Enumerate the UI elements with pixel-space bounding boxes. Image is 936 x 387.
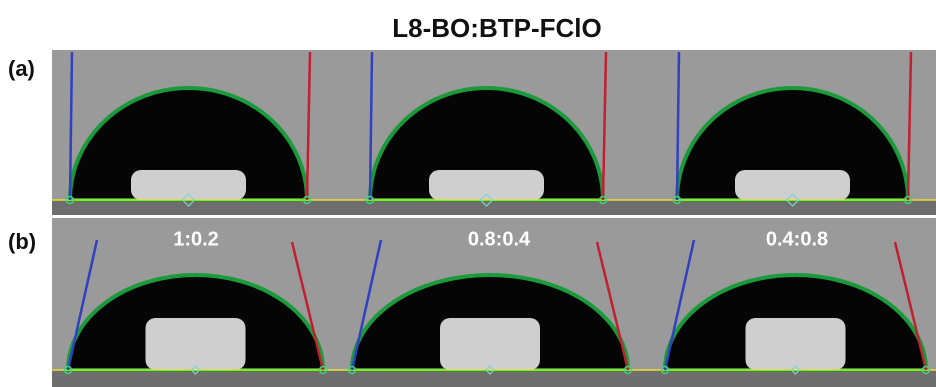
droplet-image <box>52 50 340 215</box>
figure: L8-BO:BTP-FClO (a) (b) 1:0.2 0.8:0.4 0.4:0… <box>0 0 936 387</box>
ratio-caption: 0.8:0.4 <box>468 228 531 250</box>
substrate <box>52 200 340 215</box>
ratio-caption: 0.4:0.8 <box>766 228 828 250</box>
reflection <box>440 318 540 370</box>
substrate <box>340 200 658 215</box>
reflection <box>746 318 846 370</box>
substrate <box>340 370 658 387</box>
reflection <box>429 170 544 200</box>
droplet-image <box>658 50 936 215</box>
droplet-image <box>340 50 658 215</box>
substrate <box>52 370 340 387</box>
reflection <box>131 170 246 200</box>
reflection <box>146 318 246 370</box>
reflection <box>735 170 850 200</box>
figure-title: L8-BO:BTP-FClO <box>392 13 601 43</box>
panel-label: (b) <box>8 229 36 254</box>
panels <box>52 50 936 387</box>
panel-label: (a) <box>8 56 35 81</box>
ratio-caption: 1:0.2 <box>173 228 219 250</box>
